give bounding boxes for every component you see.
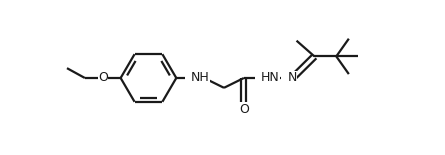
Text: N: N — [287, 71, 297, 84]
Text: HN: HN — [261, 71, 279, 84]
Text: NH: NH — [191, 71, 210, 84]
Text: O: O — [98, 71, 108, 84]
Text: O: O — [239, 103, 249, 116]
